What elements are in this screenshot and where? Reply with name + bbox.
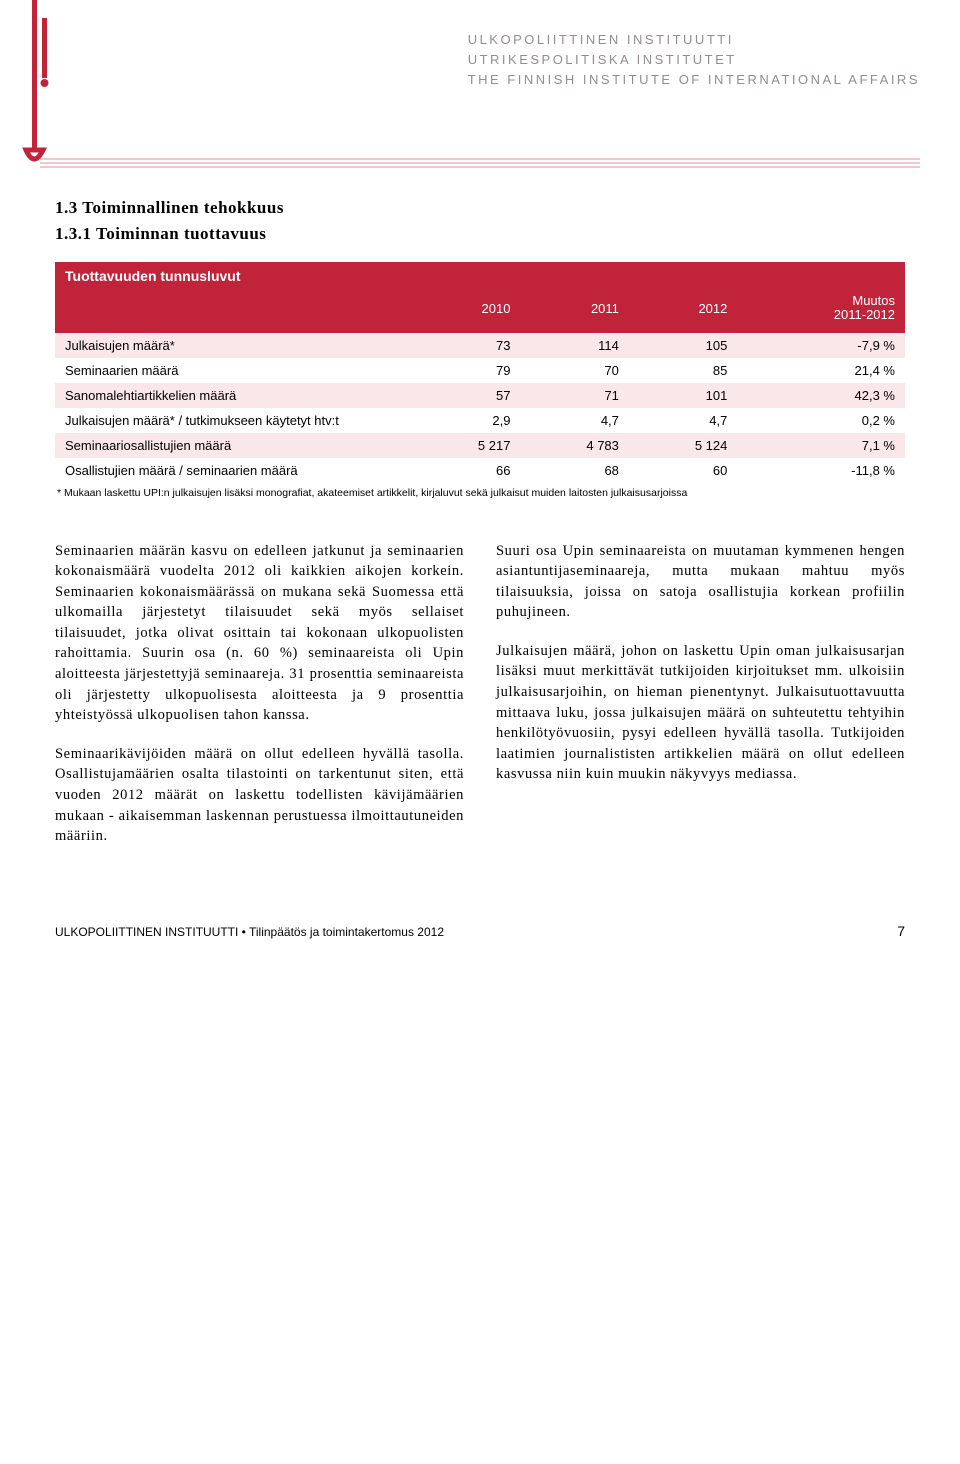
indicator-table: 2010 2011 2012 Muutos 2011-2012 Julkaisu…: [55, 290, 905, 483]
row-v2010: 2,9: [412, 408, 520, 433]
table-row: Julkaisujen määrä* / tutkimukseen käytet…: [55, 408, 905, 433]
row-v2011: 68: [520, 458, 628, 483]
org-name-fi: ULKOPOLIITTINEN INSTITUUTTI: [468, 30, 920, 50]
row-v2012: 4,7: [629, 408, 737, 433]
row-label: Julkaisujen määrä*: [55, 333, 412, 358]
row-v2011: 4 783: [520, 433, 628, 458]
col-2012: 2012: [629, 290, 737, 333]
section-title: 1.3 Toiminnallinen tehokkuus: [55, 198, 905, 218]
table-footnote: * Mukaan laskettu UPI:n julkaisujen lisä…: [55, 483, 905, 499]
body-col-right: Suuri osa Upin seminaareista on muutaman…: [496, 541, 905, 865]
row-change: -11,8 %: [737, 458, 905, 483]
col-2011: 2011: [520, 290, 628, 333]
row-v2011: 4,7: [520, 408, 628, 433]
row-change: 7,1 %: [737, 433, 905, 458]
page-content: 1.3 Toiminnallinen tehokkuus 1.3.1 Toimi…: [0, 170, 960, 865]
row-v2010: 66: [412, 458, 520, 483]
row-v2010: 5 217: [412, 433, 520, 458]
table-row: Seminaarien määrä 79 70 85 21,4 %: [55, 358, 905, 383]
row-label: Osallistujien määrä / seminaarien määrä: [55, 458, 412, 483]
org-logo-icon: [18, 0, 78, 175]
org-names: ULKOPOLIITTINEN INSTITUUTTI UTRIKESPOLIT…: [468, 30, 920, 90]
org-name-sv: UTRIKESPOLITISKA INSTITUTET: [468, 50, 920, 70]
page-footer: ULKOPOLIITTINEN INSTITUUTTI • Tilinpäätö…: [0, 923, 960, 967]
body-paragraph: Seminaarien määrän kasvu on edelleen jat…: [55, 541, 464, 726]
row-v2012: 85: [629, 358, 737, 383]
body-columns: Seminaarien määrän kasvu on edelleen jat…: [55, 541, 905, 865]
org-name-en: THE FINNISH INSTITUTE OF INTERNATIONAL A…: [468, 70, 920, 90]
footer-text: ULKOPOLIITTINEN INSTITUUTTI • Tilinpäätö…: [55, 925, 444, 939]
header-separator-icon: [40, 156, 920, 174]
row-v2010: 73: [412, 333, 520, 358]
body-paragraph: Julkaisujen määrä, johon on laskettu Upi…: [496, 641, 905, 785]
row-v2011: 71: [520, 383, 628, 408]
row-change: -7,9 %: [737, 333, 905, 358]
row-v2012: 60: [629, 458, 737, 483]
row-v2011: 70: [520, 358, 628, 383]
col-change-bot: 2011-2012: [834, 307, 895, 322]
table-header-row: 2010 2011 2012 Muutos 2011-2012: [55, 290, 905, 333]
row-label: Seminaariosallistujien määrä: [55, 433, 412, 458]
row-label: Sanomalehtiartikkelien määrä: [55, 383, 412, 408]
page-number: 7: [897, 923, 905, 939]
table-row: Julkaisujen määrä* 73 114 105 -7,9 %: [55, 333, 905, 358]
row-label: Seminaarien määrä: [55, 358, 412, 383]
table-row: Osallistujien määrä / seminaarien määrä …: [55, 458, 905, 483]
table-row: Seminaariosallistujien määrä 5 217 4 783…: [55, 433, 905, 458]
body-paragraph: Suuri osa Upin seminaareista on muutaman…: [496, 541, 905, 623]
col-change: Muutos 2011-2012: [737, 290, 905, 333]
page-header: ULKOPOLIITTINEN INSTITUUTTI UTRIKESPOLIT…: [0, 0, 960, 170]
row-change: 0,2 %: [737, 408, 905, 433]
col-label: [55, 290, 412, 333]
row-v2010: 57: [412, 383, 520, 408]
row-v2011: 114: [520, 333, 628, 358]
body-paragraph: Seminaarikävijöiden määrä on ollut edell…: [55, 744, 464, 847]
row-v2012: 105: [629, 333, 737, 358]
col-2010: 2010: [412, 290, 520, 333]
table-row: Sanomalehtiartikkelien määrä 57 71 101 4…: [55, 383, 905, 408]
row-v2010: 79: [412, 358, 520, 383]
body-col-left: Seminaarien määrän kasvu on edelleen jat…: [55, 541, 464, 865]
col-change-top: Muutos: [852, 293, 895, 308]
row-change: 21,4 %: [737, 358, 905, 383]
row-v2012: 101: [629, 383, 737, 408]
section-subtitle: 1.3.1 Toiminnan tuottavuus: [55, 224, 905, 244]
row-change: 42,3 %: [737, 383, 905, 408]
row-v2012: 5 124: [629, 433, 737, 458]
row-label: Julkaisujen määrä* / tutkimukseen käytet…: [55, 408, 412, 433]
table-banner: Tuottavuuden tunnusluvut: [55, 262, 905, 290]
